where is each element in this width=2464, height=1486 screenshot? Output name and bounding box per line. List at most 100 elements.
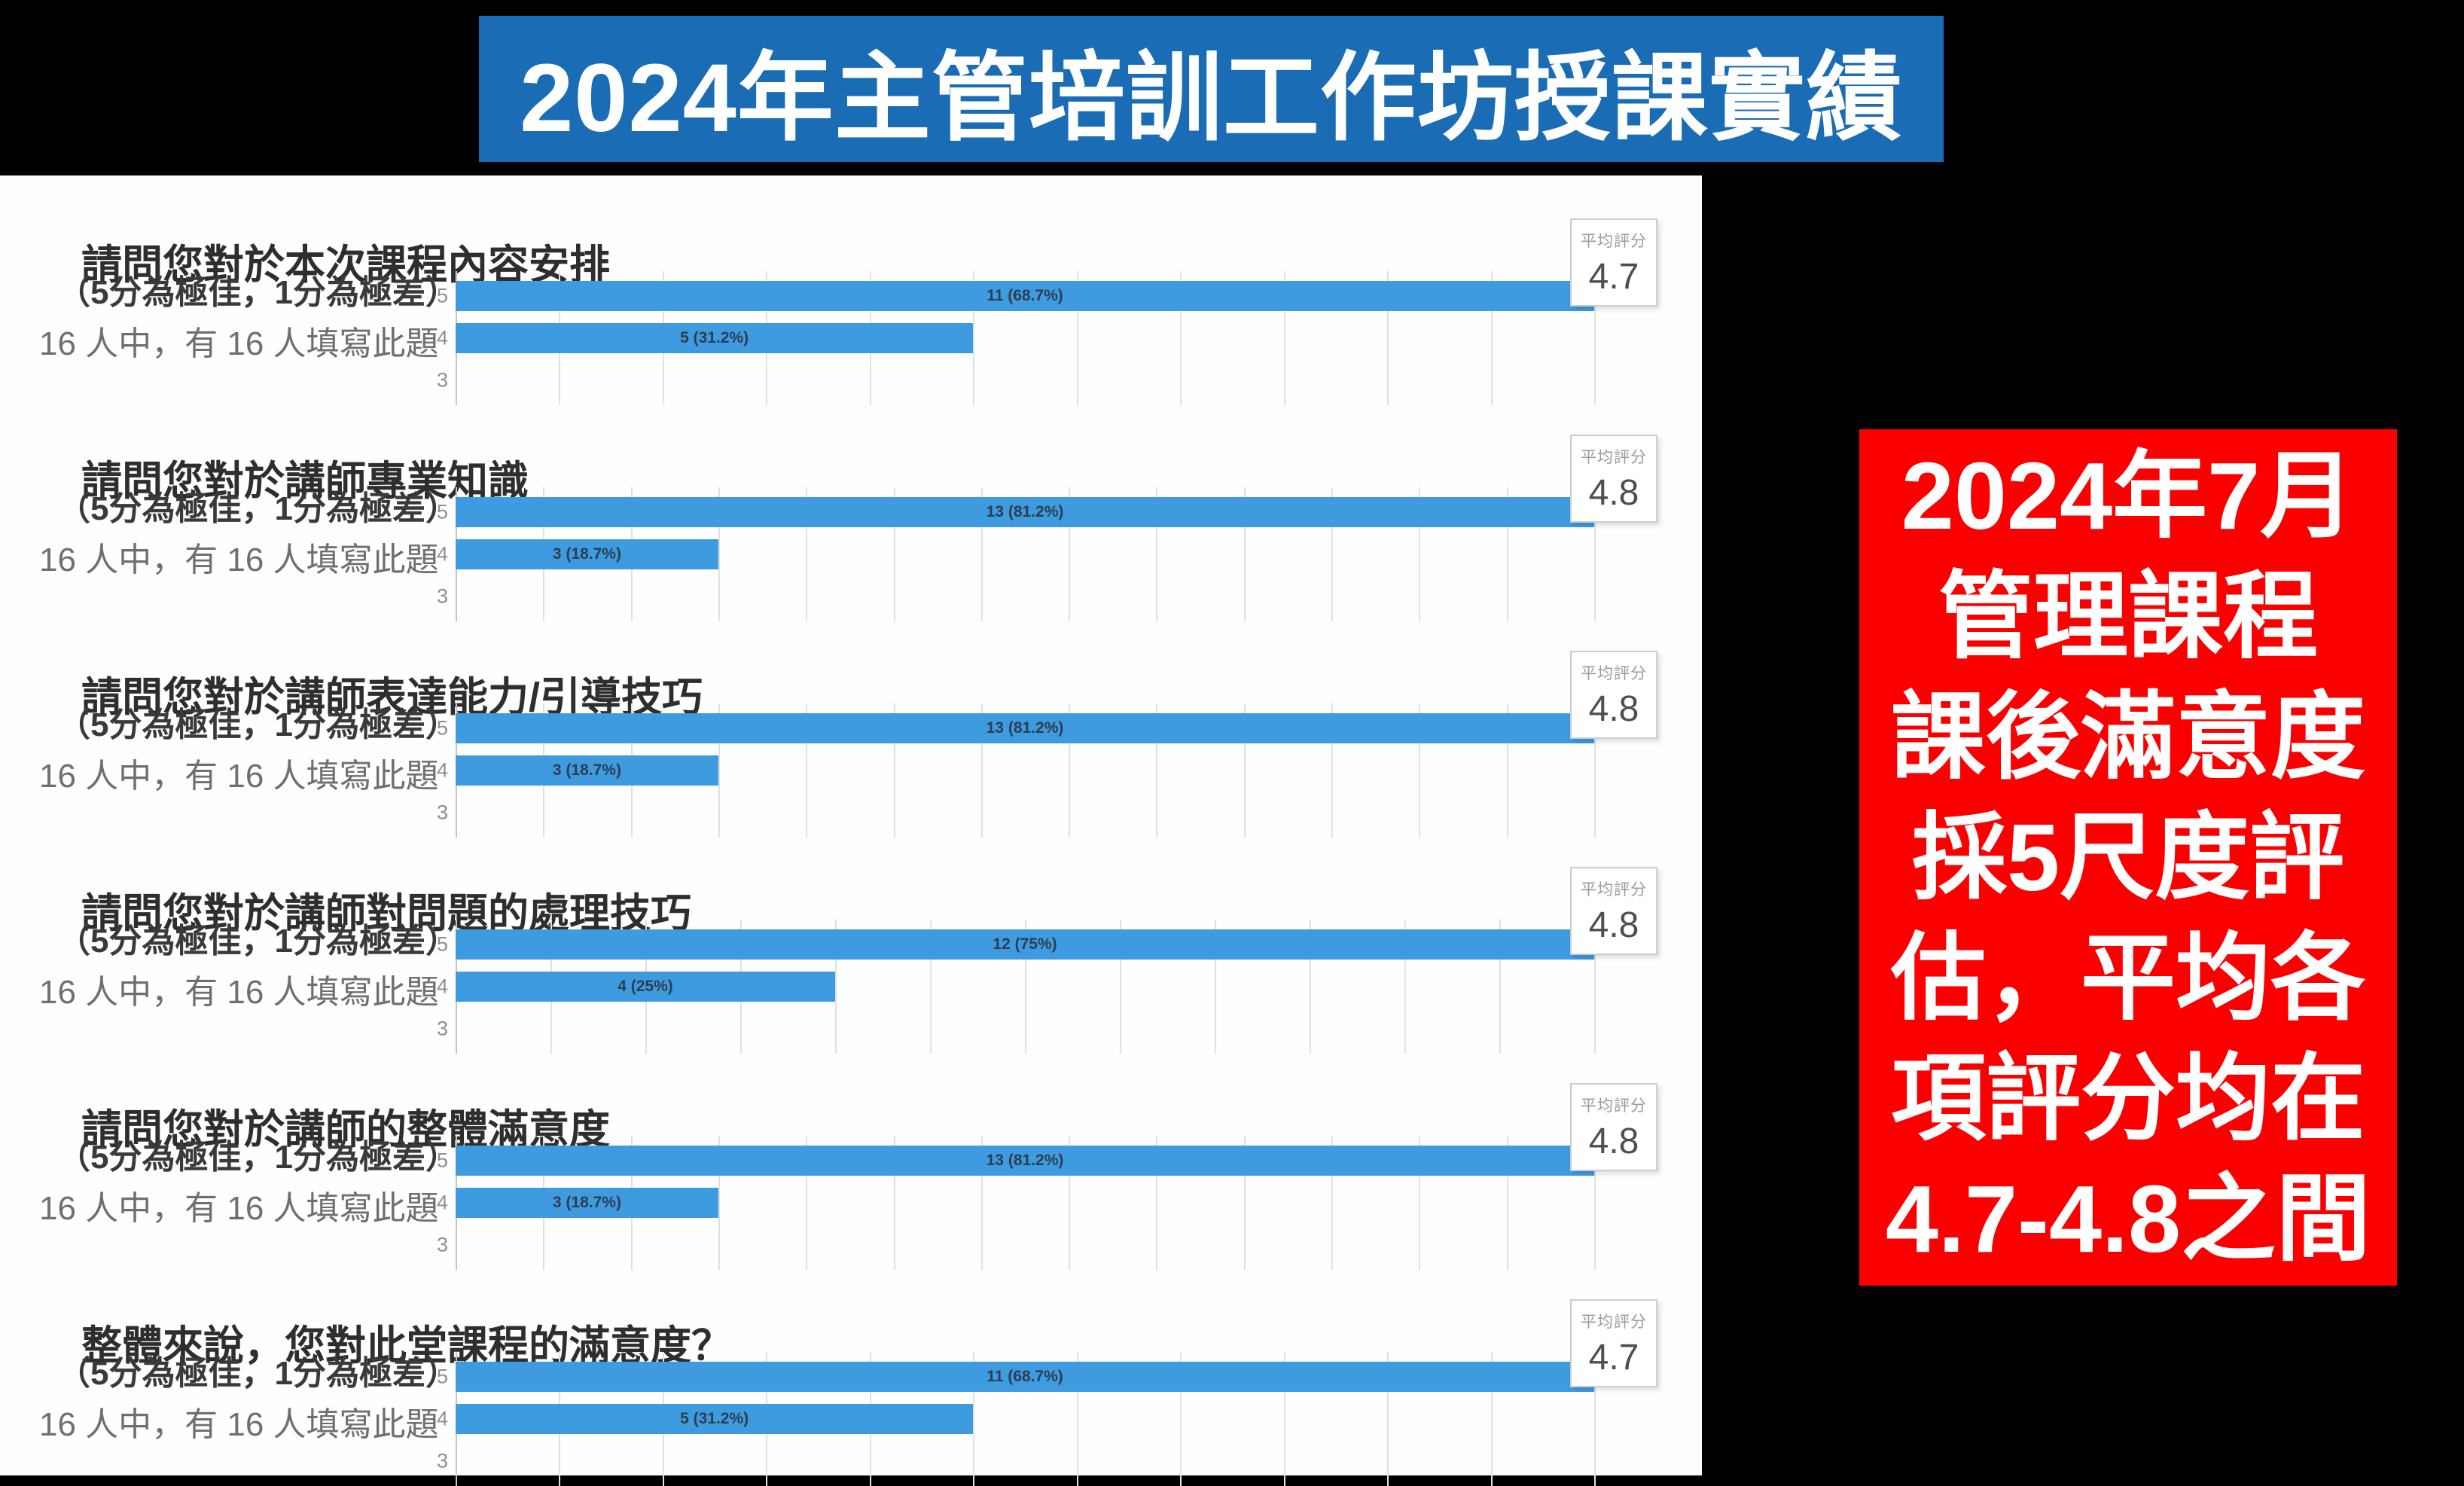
chart-gridline [1180,271,1182,405]
y-axis-tick-label: 5 [436,716,448,740]
chart-gridline [1490,1352,1493,1486]
summary-note-line: 4.7-4.8之間 [1885,1165,2371,1272]
chart-row-rating-4: 4 5 (31.2%) [437,1399,1594,1439]
bar-value-label: 13 (81.2%) [986,1152,1064,1169]
rating-bar-chart: 5 11 (68.7%) 4 5 (31.2%) 3 [437,271,1596,405]
chart-gridline [1419,1136,1421,1270]
bar-value-label: 5 (31.2%) [680,1410,749,1427]
question-scale-note: （5分為極佳，1分為極差） [57,490,459,527]
chart-gridline [806,1136,808,1270]
chart-row-rating-5: 5 12 (75%) [437,924,1594,965]
chart-gridline [1594,271,1596,405]
chart-gridline [1243,487,1246,621]
rating-bar-chart: 5 13 (81.2%) 4 3 (18.7%) 3 [437,703,1596,838]
chart-gridline [973,271,975,405]
chart-row-rating-5: 5 11 (68.7%) [437,1356,1594,1397]
y-axis-tick-label: 3 [436,1233,448,1256]
question-block: 請問您對於講師表達能力/引導技巧 （5分為極佳，1分為極差） 16 人中，有 1… [0,619,1702,838]
bar-value-label: 11 (68.7%) [987,287,1063,304]
chart-row-rating-3: 3 [437,360,1594,401]
chart-gridline [980,487,983,621]
y-axis-tick-label: 3 [436,1017,448,1040]
rating-bar-chart: 5 13 (81.2%) 4 3 (18.7%) 3 [437,487,1596,621]
bar-value-label: 13 (81.2%) [986,719,1064,737]
bar-value-label: 11 (68.7%) [987,1368,1063,1385]
summary-note-line: 估，平均各 [1891,924,2365,1031]
question-block: 請問您對於本次課程內容安排 （5分為極佳，1分為極差） 16 人中，有 16 人… [0,187,1702,405]
chart-row-rating-5: 5 13 (81.2%) [437,492,1594,532]
chart-gridline [806,703,808,838]
chart-gridline [1156,487,1158,621]
chart-gridline [1594,1136,1596,1270]
y-axis-tick-label: 5 [436,932,448,956]
chart-row-rating-5: 5 13 (81.2%) [437,1140,1594,1181]
summary-note-line: 課後滿意度 [1891,683,2365,790]
chart-row-rating-4: 4 3 (18.7%) [437,534,1594,575]
y-axis-tick-label: 4 [436,1407,448,1430]
question-title: 整體來說，您對此堂課程的滿意度？ [81,1323,732,1369]
average-score-label: 平均評分 [1581,665,1647,682]
question-respondents: 16 人中，有 16 人填寫此題 [39,542,439,578]
chart-gridline [1076,1352,1078,1486]
y-axis-tick-label: 4 [436,1191,448,1214]
question-scale-note: （5分為極佳，1分為極差） [57,1139,459,1176]
question-scale-note: （5分為極佳，1分為極差） [57,274,459,311]
rating-bar: 3 (18.7%) [456,539,718,569]
chart-gridline [1156,1136,1158,1270]
bar-value-label: 3 (18.7%) [552,545,621,563]
average-score-badge: 平均評分 4.8 [1570,651,1657,739]
y-axis-tick-label: 3 [436,368,448,392]
chart-gridline [1506,703,1508,838]
chart-row-rating-4: 4 4 (25%) [437,966,1594,1007]
question-respondents: 16 人中，有 16 人填寫此題 [39,1190,439,1227]
average-score-value: 4.8 [1588,689,1639,729]
chart-row-rating-4: 4 5 (31.2%) [437,318,1594,359]
chart-gridline [980,703,983,838]
question-respondents: 16 人中，有 16 人填寫此題 [39,325,439,362]
y-axis-tick-label: 5 [436,500,448,523]
chart-gridline [1490,271,1493,405]
average-score-label: 平均評分 [1581,449,1647,466]
question-respondents: 16 人中，有 16 人填寫此題 [39,974,439,1011]
chart-gridline [1243,703,1246,838]
question-title: 請問您對於本次課程內容安排 [81,242,610,288]
average-score-label: 平均評分 [1581,881,1647,899]
question-block: 請問您對於講師的整體滿意度 （5分為極佳，1分為極差） 16 人中，有 16 人… [0,1051,1702,1270]
chart-gridline [718,487,720,621]
chart-gridline [1331,487,1334,621]
average-score-value: 4.8 [1588,473,1639,513]
chart-gridline [1120,920,1121,1054]
chart-gridline [1331,703,1334,838]
question-title: 請問您對於講師專業知識 [81,458,529,504]
chart-gridline [973,1352,975,1486]
chart-row-rating-5: 5 13 (81.2%) [437,708,1594,749]
summary-note-line: 採5尺度評 [1911,804,2345,911]
chart-gridline [1069,703,1071,838]
rating-bar: 13 (81.2%) [456,1146,1594,1176]
rating-bar: 12 (75%) [456,929,1594,960]
chart-gridline [1594,1352,1596,1486]
chart-gridline [806,487,808,621]
average-score-label: 平均評分 [1581,233,1647,250]
rating-bar: 5 (31.2%) [456,323,974,353]
summary-note-line: 項評分均在 [1891,1045,2365,1152]
question-title: 請問您對於講師表達能力/引導技巧 [81,674,703,720]
rating-bar: 4 (25%) [456,972,835,1002]
y-axis-tick-label: 4 [436,326,448,349]
question-respondents: 16 人中，有 16 人填寫此題 [39,1406,439,1443]
question-title: 請問您對於講師的整體滿意度 [81,1106,610,1152]
chart-row-rating-4: 4 3 (18.7%) [437,1182,1594,1223]
bar-value-label: 3 (18.7%) [552,761,621,779]
average-score-badge: 平均評分 4.8 [1570,435,1657,523]
rating-bar: 3 (18.7%) [456,1188,718,1218]
chart-row-rating-3: 3 [437,1441,1594,1481]
chart-row-rating-3: 3 [437,576,1594,617]
question-block: 整體來說，您對此堂課程的滿意度？ （5分為極佳，1分為極差） 16 人中，有 1… [0,1268,1702,1486]
chart-gridline [1419,487,1421,621]
chart-gridline [1283,271,1285,405]
y-axis-tick-label: 4 [436,542,448,566]
bar-value-label: 5 (31.2%) [680,329,749,346]
chart-gridline [1594,920,1596,1054]
chart-gridline [835,920,837,1054]
chart-gridline [980,1136,983,1270]
